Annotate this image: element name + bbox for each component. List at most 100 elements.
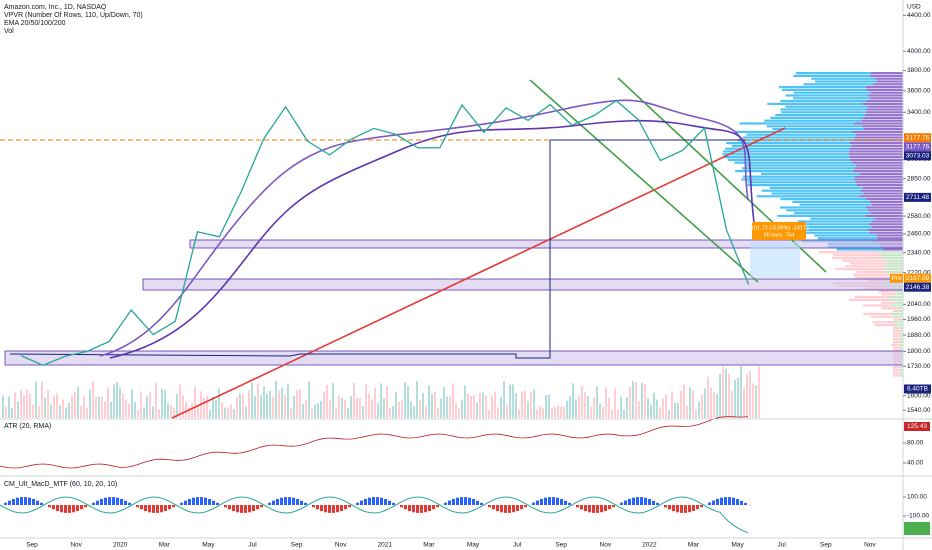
y-tick-label: 100.00 [907,494,927,501]
volume-bar [254,396,256,418]
vpvr-bar [735,170,853,173]
macd-bar [268,502,271,505]
volume-bar [536,409,538,418]
vpvr-bar [747,184,857,187]
x-tick-label: Jul [248,542,257,549]
price-badge-text: 3073.03 [906,152,930,159]
volume-bar [125,400,127,418]
vpvr-bar [781,88,867,91]
vpvr-bar [873,83,903,86]
macd-bar [12,498,15,505]
vpvr-bar [856,181,903,184]
volume-bar [182,395,184,418]
vpvr-bar [852,130,903,133]
volume-bar [389,407,391,418]
volume-bar [101,396,103,418]
price-badge [904,273,931,283]
vpvr-bar [900,371,903,374]
macd-bar [568,502,571,505]
vpvr-bar [739,122,854,125]
x-tick-label: May [731,542,744,549]
macd-bar [584,505,587,512]
y-tick-label: 2220.00 [907,269,931,276]
macd-bar [332,505,335,513]
vpvr-bar [862,102,903,105]
vpvr-bar [849,150,903,153]
vpvr-bar [836,248,884,251]
volume-bar [710,387,712,418]
volume-bar [218,388,220,418]
volume-bar [437,407,439,418]
vpvr-bar [876,80,903,83]
volume-bar [203,397,205,418]
x-tick-label: Jul [778,542,787,549]
macd-bar [652,500,655,505]
volume-bar [617,409,619,418]
volume-bar [71,395,73,418]
x-tick-label: Sep [820,542,832,549]
volume-bar [59,405,61,418]
macd-bar [8,500,11,505]
macd-bar [208,498,211,505]
volume-bar [542,408,544,418]
volume-bar [641,382,643,418]
volume-bar [194,386,196,418]
vpvr-bar [868,228,903,231]
macd-bar [276,498,279,505]
vpvr-bar [900,346,903,349]
vpvr-bar [870,315,894,318]
volume-bar [353,382,355,418]
vwap-line [9,140,551,359]
vpvr-bar [893,371,900,374]
macd-bar [520,505,523,510]
x-tick-label: May [467,542,480,549]
volume-bar [47,389,49,418]
macd-bar [36,500,39,505]
vpvr-bar [867,105,903,108]
volume-bar [152,406,154,418]
vpvr-bar [900,335,903,338]
volume-bar [695,409,697,418]
vpvr-bar [881,254,903,257]
volume-bar [629,387,631,418]
vpvr-bar [761,189,861,192]
volume-bar [65,407,67,418]
volume-bar [173,407,175,418]
volume-bar [74,391,76,418]
vpvr-bar [845,265,886,268]
y-tick-label: 1540.00 [907,407,931,414]
vpvr-bar [743,175,856,178]
macd-bar [456,497,459,505]
macd-bar [452,498,455,505]
vpvr-bar [863,116,903,119]
x-tick-label: May [202,542,215,549]
price-badge [904,151,931,161]
macd-bar [744,502,747,505]
volume-bar [161,388,163,418]
volume-bar [386,385,388,418]
volume-bar [8,396,10,418]
vpvr-bar [727,158,851,161]
macd-bar [224,505,227,508]
macd-bar [480,502,483,505]
volume-bar [692,390,694,418]
macd-bar [444,502,447,505]
volume-bar [434,391,436,418]
macd-bar [144,505,147,512]
volume-bar [677,402,679,418]
volume-bar [488,409,490,418]
volume-bar [335,407,337,418]
volume-bar [524,391,526,418]
volume-bar [443,387,445,418]
macd-bar [656,502,659,505]
vpvr-bar [855,164,903,167]
volume-bar [548,394,550,418]
x-tick-label: 2020 [113,542,128,549]
volume-bar [551,407,553,418]
vpvr-bar [835,268,883,271]
vpvr-bar [746,133,857,136]
volume-bar [575,399,577,418]
vpvr-bar [771,192,864,195]
vpvr-bar [875,77,903,80]
